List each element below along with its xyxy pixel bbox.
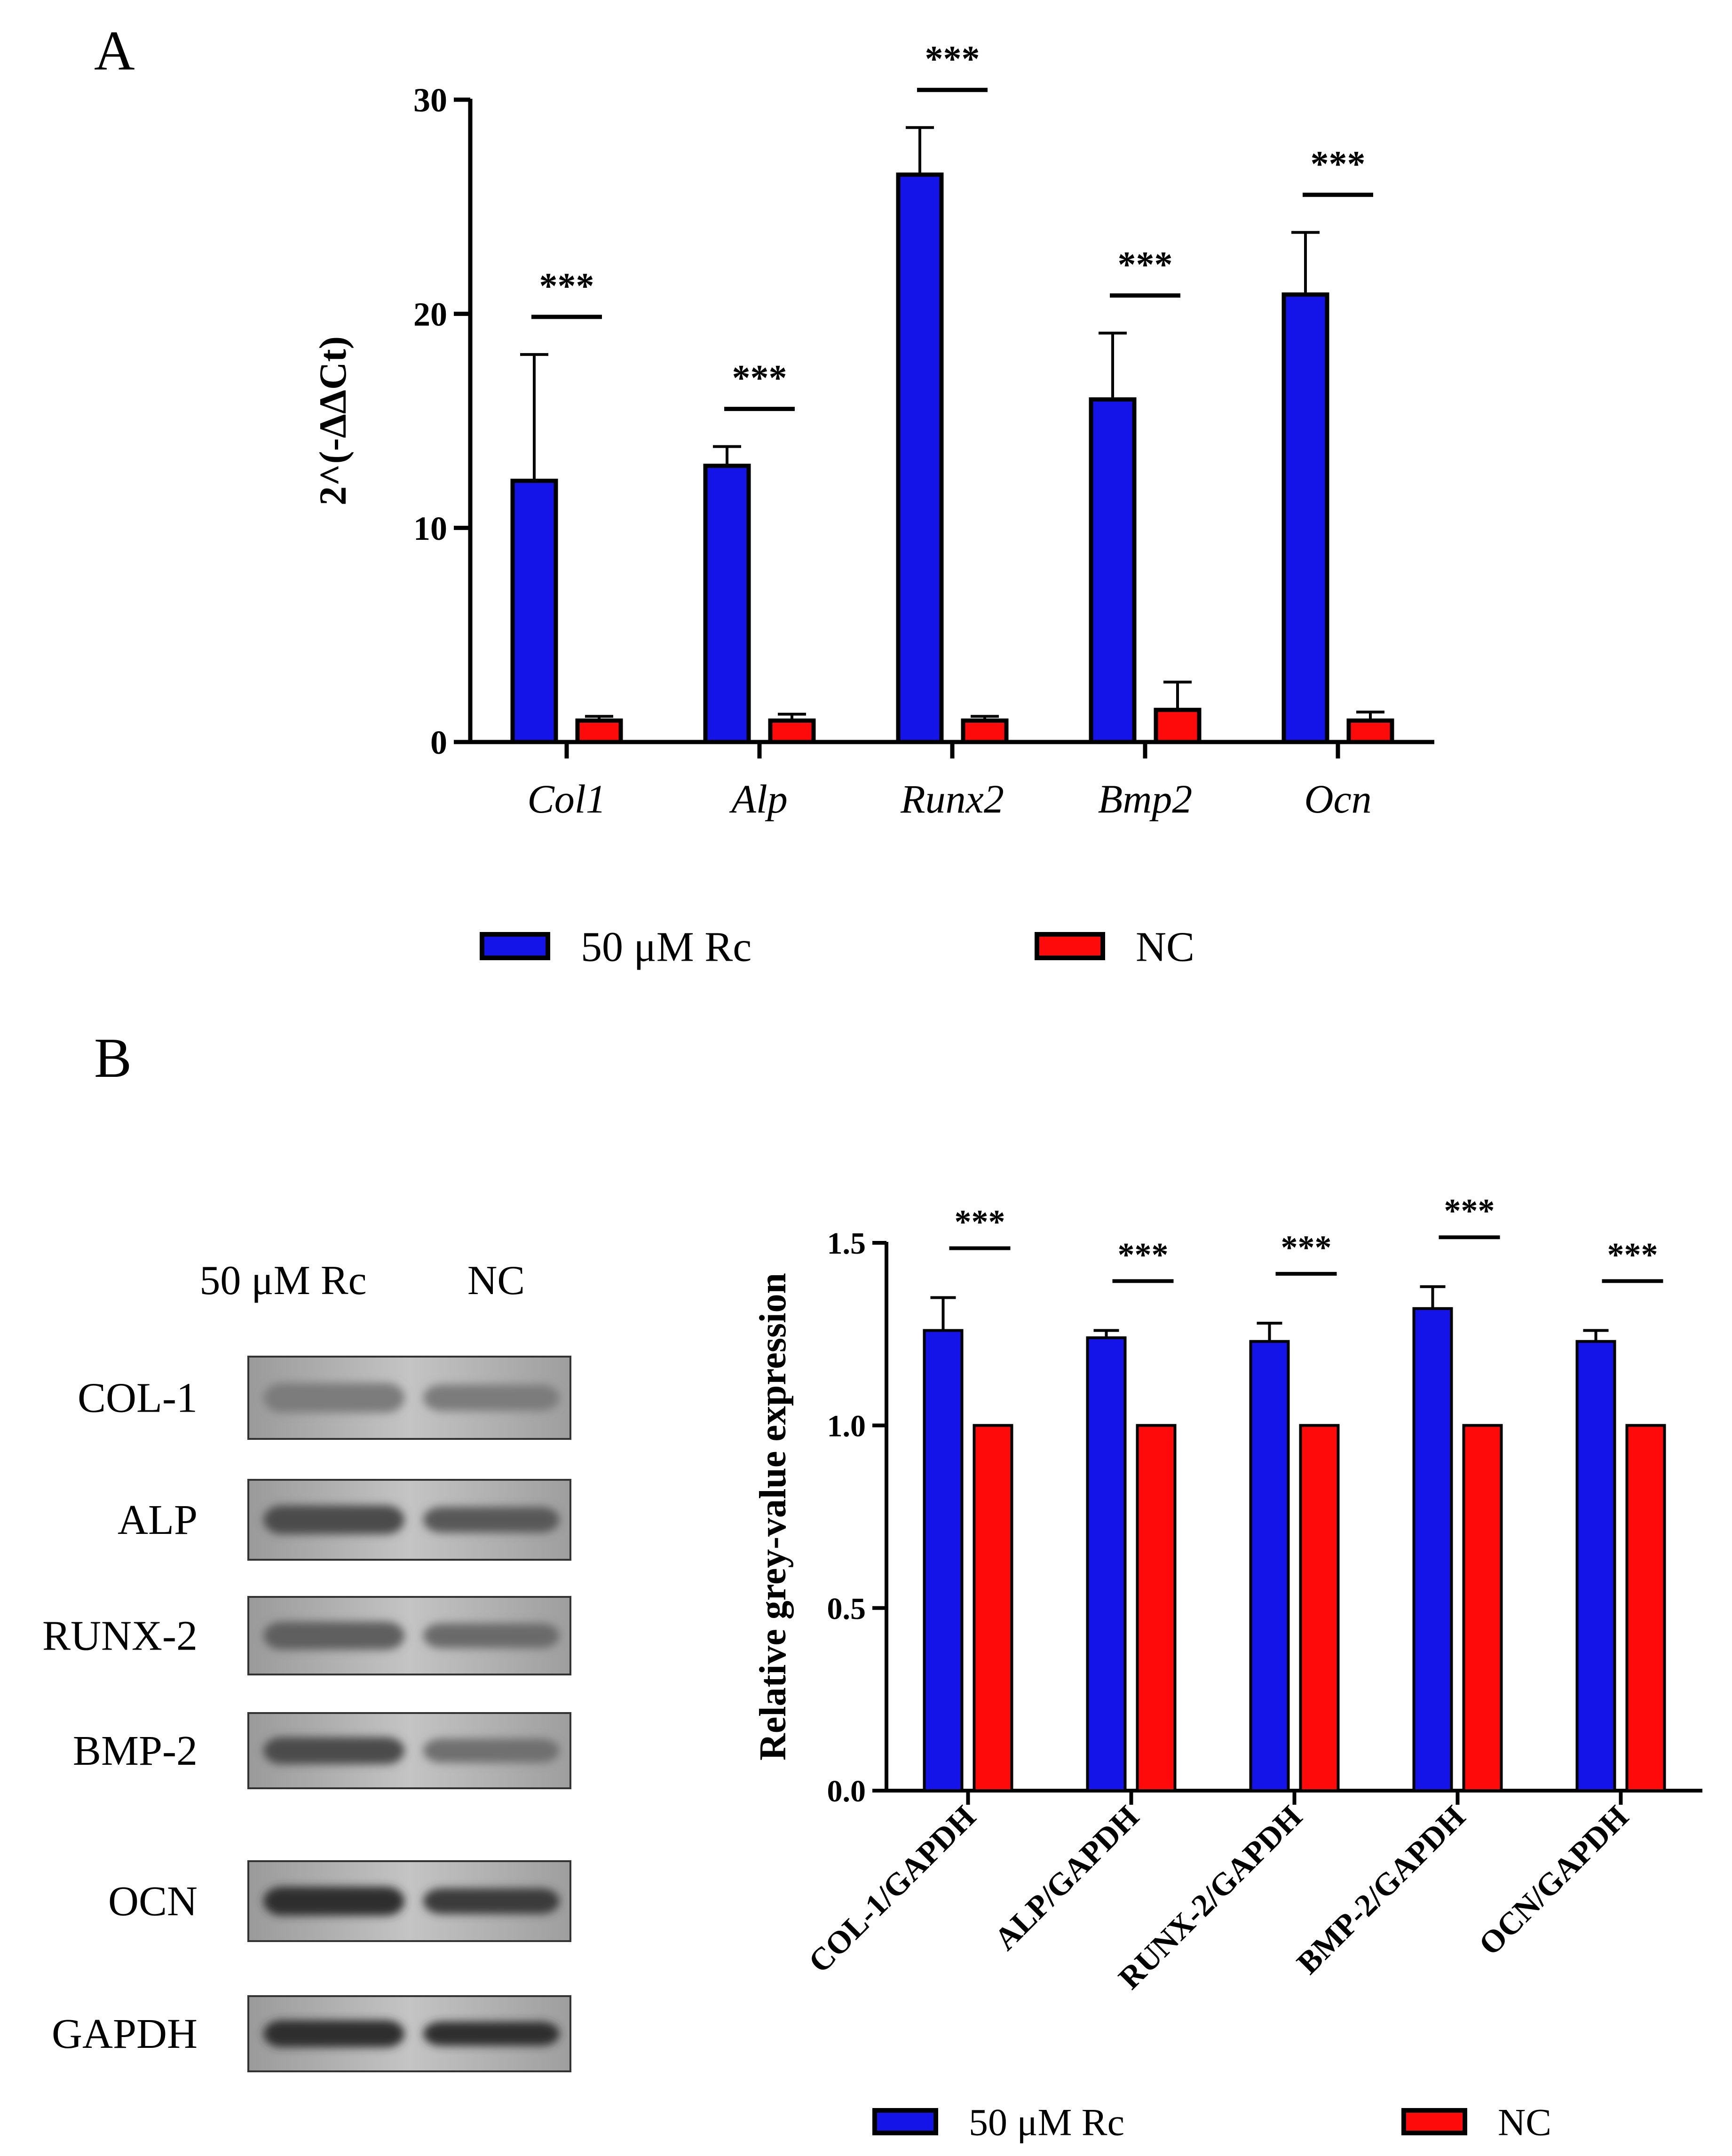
bar-50-m-rc — [1575, 1340, 1616, 1792]
category-label: Alp — [729, 776, 787, 821]
bar-50-m-rc — [1086, 1336, 1127, 1792]
legend: 50 μM Rc NC — [872, 2101, 1551, 2144]
blot-row-label: ALP — [118, 1497, 198, 1543]
significance-marker: *** — [1444, 1192, 1495, 1230]
significance-marker: *** — [1118, 1236, 1169, 1273]
y-tick-label: 10 — [413, 510, 447, 547]
panel-label-b: B — [94, 1027, 132, 1089]
legend-swatch — [480, 932, 550, 960]
blot-band — [423, 1738, 560, 1763]
legend-label: 50 μM Rc — [581, 924, 751, 971]
category-label: Ocn — [1304, 776, 1371, 821]
blot-row-label: GAPDH — [52, 2011, 198, 2057]
significance-marker: *** — [732, 357, 787, 398]
blot-band — [263, 2020, 404, 2047]
blot-band — [423, 1384, 560, 1411]
bar-nc — [575, 718, 623, 744]
significance-marker: *** — [1607, 1236, 1658, 1273]
bar-50-m-rc — [923, 1329, 964, 1792]
significance-marker: *** — [1281, 1229, 1332, 1266]
legend-swatch — [1401, 2108, 1467, 2135]
blot-row-label: RUNX-2 — [42, 1613, 198, 1659]
y-tick-label: 30 — [413, 81, 447, 119]
western-blot: 50 μM Rc NC COL-1 ALP RUNX-2 BMP-2 OCN GAPDH — [42, 1258, 571, 2072]
category-label: Runx2 — [900, 776, 1004, 821]
y-tick-label: 0 — [430, 724, 447, 761]
bar-nc — [1462, 1424, 1503, 1792]
legend-swatch — [1035, 932, 1105, 960]
y-tick-label: 0.0 — [827, 1774, 866, 1809]
bar-nc — [1625, 1424, 1666, 1792]
y-axis-label: 2^(-ΔΔCt) — [311, 336, 354, 505]
bar-nc — [973, 1424, 1013, 1792]
legend-label: NC — [1498, 2101, 1551, 2144]
chart-a: 0 10 20 30 2^(-ΔΔCt) *** Col1 *** Alp *** Runx2 ***… — [311, 38, 1434, 971]
y-tick-label: 1.5 — [827, 1226, 866, 1261]
significance-marker: *** — [1311, 143, 1366, 184]
blot-band — [423, 1507, 560, 1533]
legend-label: 50 μM Rc — [969, 2101, 1124, 2144]
y-tick-label: 0.5 — [827, 1592, 866, 1626]
category-label: Col1 — [527, 776, 606, 821]
lane-label-rc: 50 μM Rc — [199, 1258, 366, 1303]
bar-50-m-rc — [703, 464, 751, 744]
significance-marker: *** — [955, 1203, 1005, 1241]
blot-band — [423, 2022, 560, 2046]
bar-50-m-rc — [1281, 292, 1329, 744]
bar-50-m-rc — [896, 172, 944, 744]
blot-row: RUNX-2 — [42, 1596, 571, 1675]
blot-row: BMP-2 — [73, 1712, 571, 1789]
category-label: Bmp2 — [1098, 776, 1193, 821]
blot-band — [263, 1505, 404, 1534]
bar-nc — [1154, 708, 1202, 744]
bar-nc — [961, 718, 1009, 744]
bar-nc — [1346, 718, 1394, 744]
blot-band — [263, 1621, 404, 1650]
blot-row: ALP — [118, 1479, 571, 1561]
bar-50-m-rc — [1249, 1340, 1290, 1792]
blot-band — [423, 1623, 560, 1648]
significance-marker: *** — [1118, 244, 1173, 284]
blot-row: OCN — [108, 1860, 571, 1942]
significance-marker: *** — [925, 38, 980, 79]
legend-swatch — [872, 2108, 938, 2135]
y-axis-label: Relative grey-value expression — [752, 1273, 794, 1761]
blot-row: COL-1 — [78, 1356, 571, 1440]
blot-row-label: BMP-2 — [73, 1728, 198, 1774]
bar-nc — [1299, 1424, 1340, 1792]
panel-label-a: A — [94, 19, 135, 82]
blot-band — [263, 1383, 404, 1413]
y-tick-label: 1.0 — [827, 1409, 866, 1443]
y-tick-label: 20 — [413, 296, 447, 333]
legend-label: NC — [1136, 924, 1194, 971]
legend: 50 μM Rc NC — [480, 924, 1194, 971]
bar-50-m-rc — [1089, 397, 1137, 744]
bar-nc — [1136, 1424, 1177, 1792]
blot-row-label: OCN — [108, 1878, 198, 1925]
blot-band — [423, 1888, 560, 1914]
blot-row-label: COL-1 — [78, 1375, 198, 1422]
blot-band — [263, 1887, 404, 1916]
blot-row: GAPDH — [52, 1995, 571, 2072]
blot-band — [263, 1737, 404, 1764]
bar-50-m-rc — [510, 478, 558, 744]
lane-label-nc: NC — [467, 1258, 525, 1303]
bar-nc — [768, 718, 816, 744]
bar-50-m-rc — [1412, 1307, 1453, 1792]
significance-marker: *** — [539, 265, 594, 306]
